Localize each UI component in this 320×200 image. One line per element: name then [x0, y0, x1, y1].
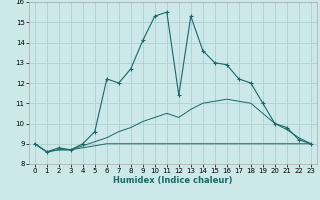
X-axis label: Humidex (Indice chaleur): Humidex (Indice chaleur): [113, 176, 233, 185]
